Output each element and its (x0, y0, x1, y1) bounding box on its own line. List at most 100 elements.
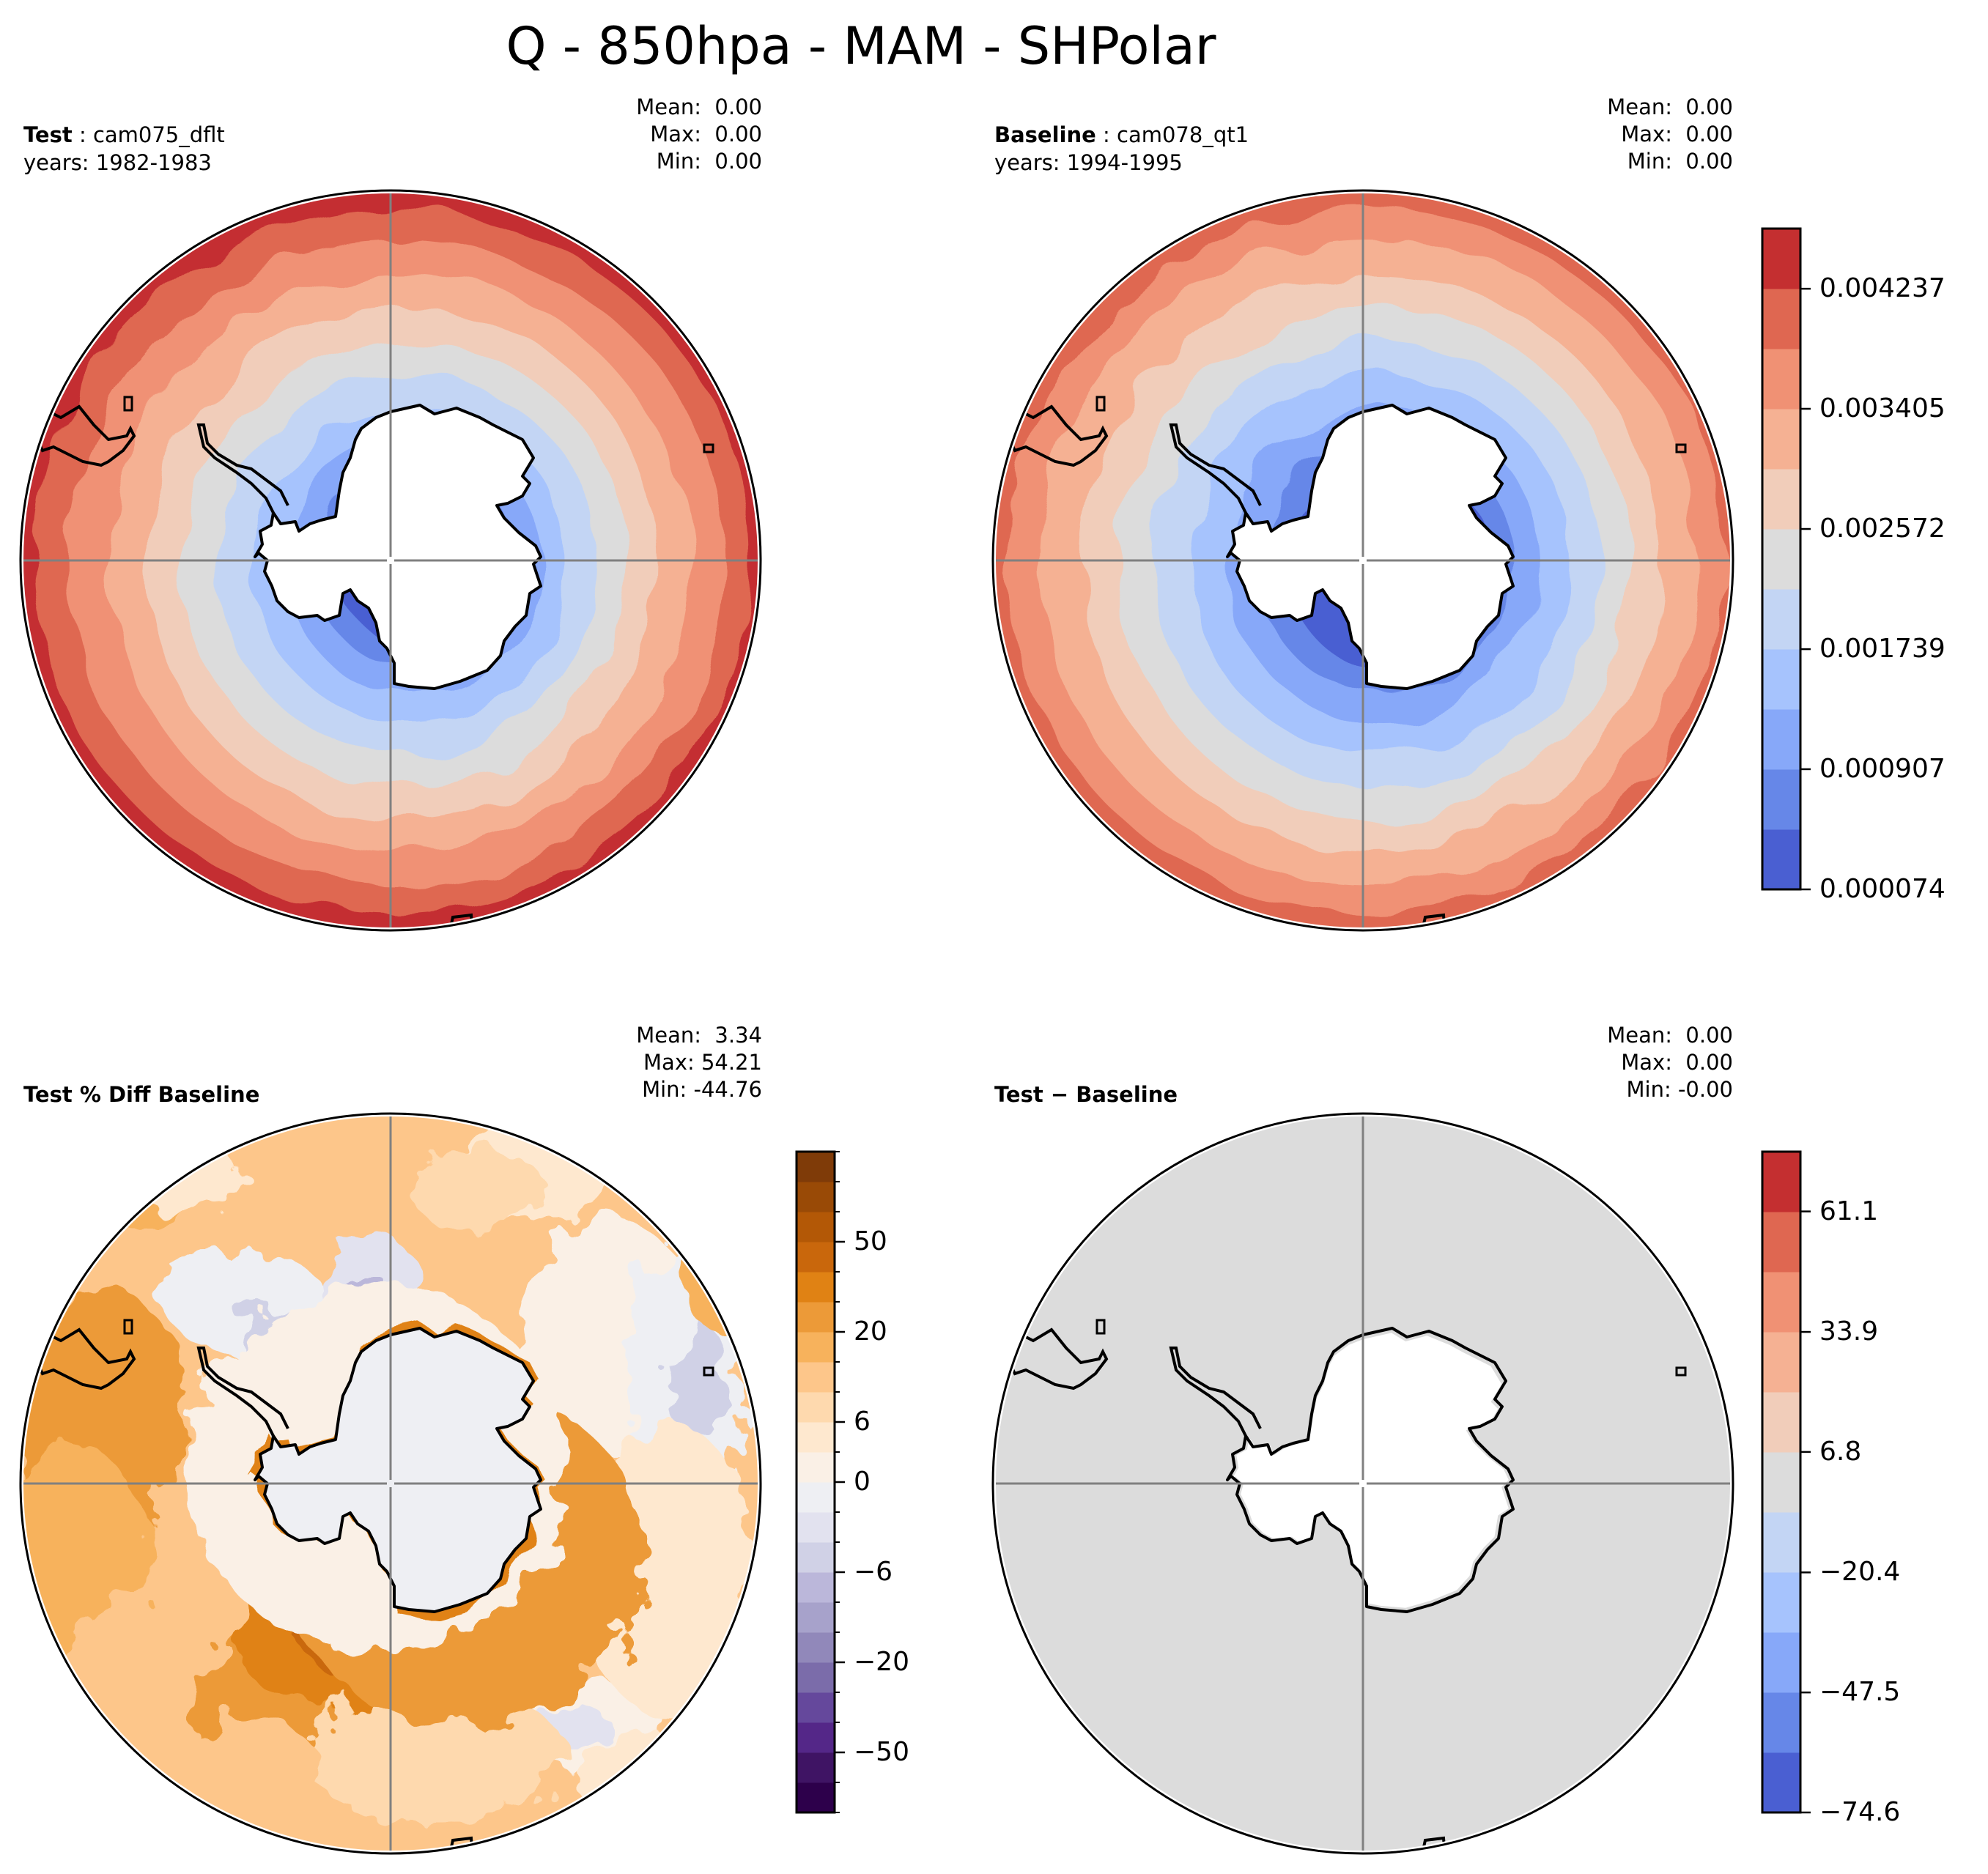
map-edge-gap (993, 190, 1733, 930)
map-test (22, 192, 759, 929)
colorbar-tick-label: 61.1 (1819, 1196, 1879, 1226)
colorbar-tick-label: 0.003405 (1819, 393, 1945, 423)
map-edge-gap (21, 1114, 761, 1853)
colorbar-frame (1761, 1150, 1802, 1814)
contour-band (574, 1733, 720, 1821)
panel-baseline-label: Baseline : cam078_qt1 (994, 121, 1249, 149)
colorbar-diff (1761, 1150, 1811, 1814)
stat-mean: Mean: 0.00 (1607, 95, 1733, 119)
antarctica-coastline (254, 404, 542, 690)
colorbar-band (1762, 1452, 1800, 1513)
colorbar-band (1762, 1572, 1800, 1633)
panel-pctdiff-stats: Mean: 3.34 Max: 54.21 Min: -44.76 (636, 1022, 762, 1103)
panel-diff-stats: Mean: 0.00 Max: 0.00 Min: -0.00 (1607, 1022, 1733, 1103)
colorbar-band (797, 1692, 835, 1723)
colorbar-band (1762, 409, 1800, 470)
stat-mean: Mean: 0.00 (1607, 1023, 1733, 1048)
colorbar-tick-label: −20 (854, 1647, 909, 1677)
island-coastline (703, 1366, 714, 1377)
colorbar-band (1762, 769, 1800, 830)
stat-min: Min: -0.00 (1626, 1077, 1733, 1102)
colorbar-band (797, 1152, 835, 1182)
colorbar-tick-label: 20 (854, 1316, 887, 1347)
colorbar-band (1762, 1212, 1800, 1273)
colorbar-tick-label: −6 (854, 1557, 893, 1587)
map-diff (994, 1115, 1732, 1852)
panel-pctdiff-label-bold: Test % Diff Baseline (23, 1082, 260, 1107)
colorbar-tick-label: 0.000907 (1819, 753, 1945, 784)
map-boundary (19, 1112, 762, 1855)
colorbar-band (1762, 1632, 1800, 1693)
colorbar-band (1762, 1392, 1800, 1453)
colorbar-band (797, 1752, 835, 1783)
colorbar-tick-label: −50 (854, 1737, 909, 1767)
colorbar-tick-label: 33.9 (1819, 1316, 1879, 1347)
colorbar-band (797, 1542, 835, 1573)
map-boundary (991, 1112, 1734, 1855)
peninsula-coastline (196, 1347, 289, 1437)
colorbar-band (1762, 649, 1800, 710)
map-overlay-tl (19, 189, 762, 932)
colorbar-band (1762, 1332, 1800, 1393)
colorbar-band (797, 1512, 835, 1543)
map-overlay-tr (991, 189, 1734, 932)
peninsula-coastline (1169, 1347, 1262, 1437)
map-baseline (994, 192, 1732, 929)
map-overlay-bl (19, 1112, 762, 1855)
antarctica-mask (255, 405, 541, 689)
colorbar-band (797, 1602, 835, 1633)
colorbar-band (797, 1302, 835, 1333)
panel-test-label-bold: Test (23, 122, 73, 147)
island-coastline (1675, 443, 1687, 453)
colorbar-tick-label: −74.6 (1819, 1797, 1901, 1827)
colorbar-tick-label: 0 (854, 1467, 871, 1497)
stat-max: Max: 0.00 (1621, 122, 1733, 147)
colorbar-tick-label: 6 (854, 1407, 871, 1437)
figure-title: Q - 850hpa - MAM - SHPolar (506, 16, 1216, 76)
colorbar-band (797, 1392, 835, 1423)
colorbar-band (797, 1452, 835, 1483)
island-coastline (123, 1319, 133, 1335)
colorbar-band (797, 1422, 835, 1453)
south-america-coastline (31, 1327, 136, 1390)
antarctica-mask (1227, 405, 1513, 689)
colorbar-band (797, 1212, 835, 1242)
antarctica-mask (1231, 1333, 1509, 1608)
colorbar-band (797, 1662, 835, 1693)
colorbar-band (797, 1332, 835, 1363)
stat-min: Min: 0.00 (656, 149, 762, 174)
stat-min: Min: -44.76 (642, 1077, 762, 1102)
colorbar-band (1762, 229, 1800, 289)
panel-test-years: years: 1982-1983 (23, 150, 212, 175)
island-coastline (703, 443, 714, 453)
island-coastline (1095, 1319, 1106, 1335)
panel-test-label: Test : cam075_dflt (23, 121, 225, 149)
stat-mean: Mean: 0.00 (636, 95, 762, 119)
antarctica-coastline (254, 1327, 542, 1613)
panel-baseline-case: : cam078_qt1 (1095, 122, 1249, 147)
colorbar-q (1761, 227, 1811, 891)
colorbar-band (1762, 469, 1800, 530)
colorbar-tick-label: 50 (854, 1226, 887, 1256)
colorbar-band (797, 1632, 835, 1663)
colorbar-band (797, 1782, 835, 1813)
panel-diff-label-bold: Test − Baseline (994, 1082, 1178, 1107)
colorbar-band (797, 1482, 835, 1513)
colorbar-tick-label: 0.002572 (1819, 514, 1945, 544)
stat-mean: Mean: 3.34 (636, 1023, 762, 1048)
map-overlay-br (991, 1112, 1734, 1855)
colorbar-tick-label: −47.5 (1819, 1677, 1901, 1708)
colorbar-band (1762, 1272, 1800, 1333)
south-america-coastline (1003, 404, 1109, 467)
colorbar-band (797, 1242, 835, 1273)
colorbar-band (797, 1362, 835, 1393)
antarctica-coastline (1226, 1327, 1515, 1613)
south-america-coastline (31, 404, 136, 467)
peninsula-coastline (1169, 423, 1262, 514)
colorbar-tick-label: 0.004237 (1819, 273, 1945, 304)
colorbar-band (1762, 1512, 1800, 1573)
contour-band (413, 1147, 544, 1234)
antarctica-mask (255, 1328, 541, 1612)
colorbar-band (1762, 529, 1800, 590)
